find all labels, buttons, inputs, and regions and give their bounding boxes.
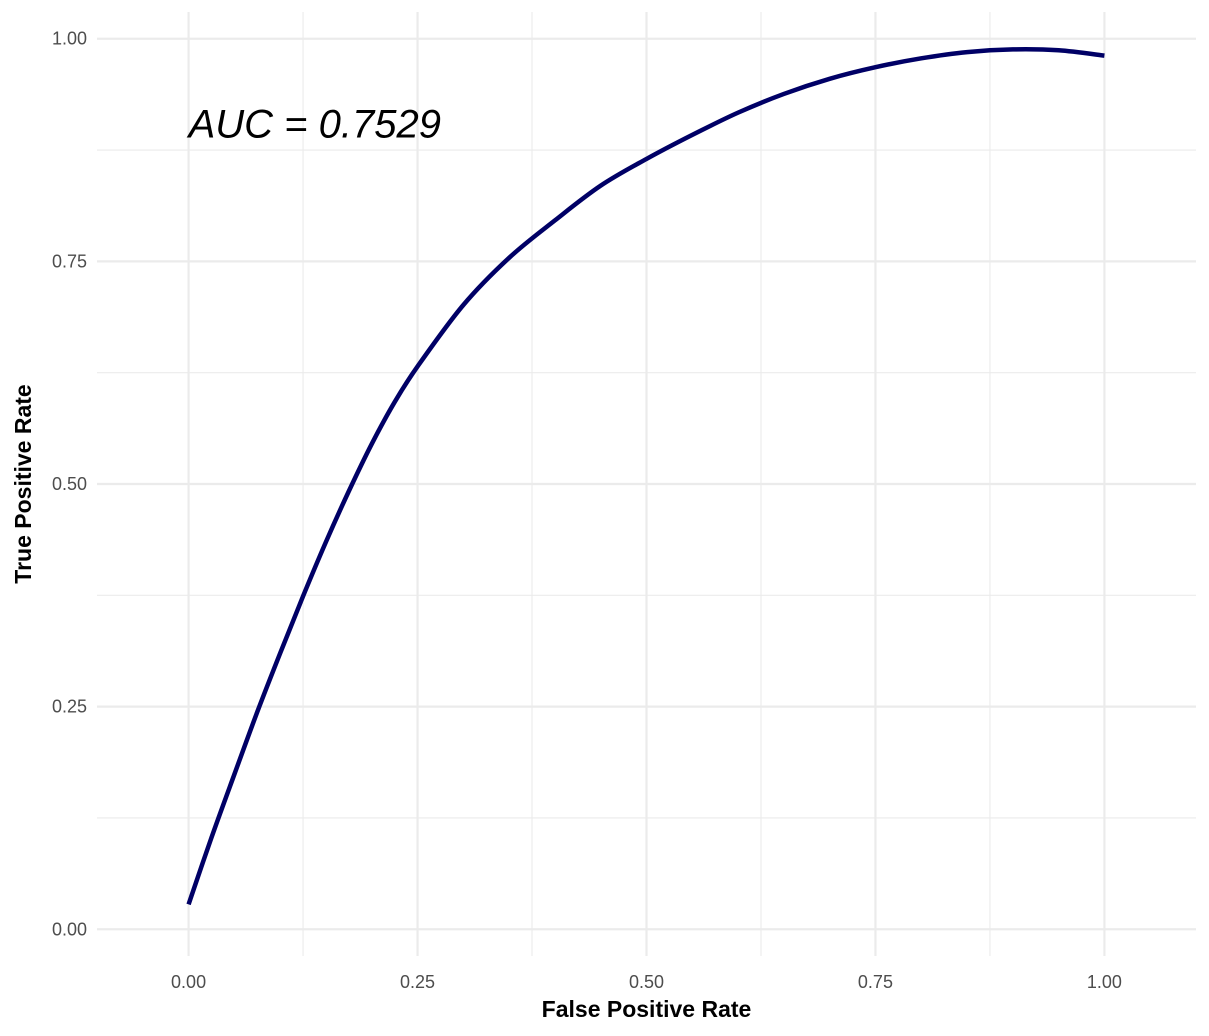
- x-tick-label: 0.50: [629, 972, 664, 992]
- x-tick-label: 0.75: [858, 972, 893, 992]
- x-tick-label: 0.00: [171, 972, 206, 992]
- y-tick-label: 0.75: [52, 251, 87, 271]
- x-tick-label: 0.25: [400, 972, 435, 992]
- y-axis-title: True Positive Rate: [10, 384, 36, 583]
- auc-annotation: AUC = 0.7529: [187, 102, 441, 146]
- grid-layer: [97, 12, 1196, 956]
- label-layer: 0.00 0.25 0.50 0.75 1.00 0.00 0.25 0.50 0.75 1.00…: [10, 29, 1122, 1022]
- roc-curve-line: [186, 47, 1105, 906]
- series-layer: [186, 47, 1105, 906]
- y-tick-label: 0.50: [52, 474, 87, 494]
- y-tick-label: 1.00: [52, 29, 87, 49]
- x-axis-title: False Positive Rate: [542, 996, 752, 1022]
- y-tick-label: 0.00: [52, 919, 87, 939]
- x-tick-label: 1.00: [1087, 972, 1122, 992]
- y-tick-label: 0.25: [52, 697, 87, 717]
